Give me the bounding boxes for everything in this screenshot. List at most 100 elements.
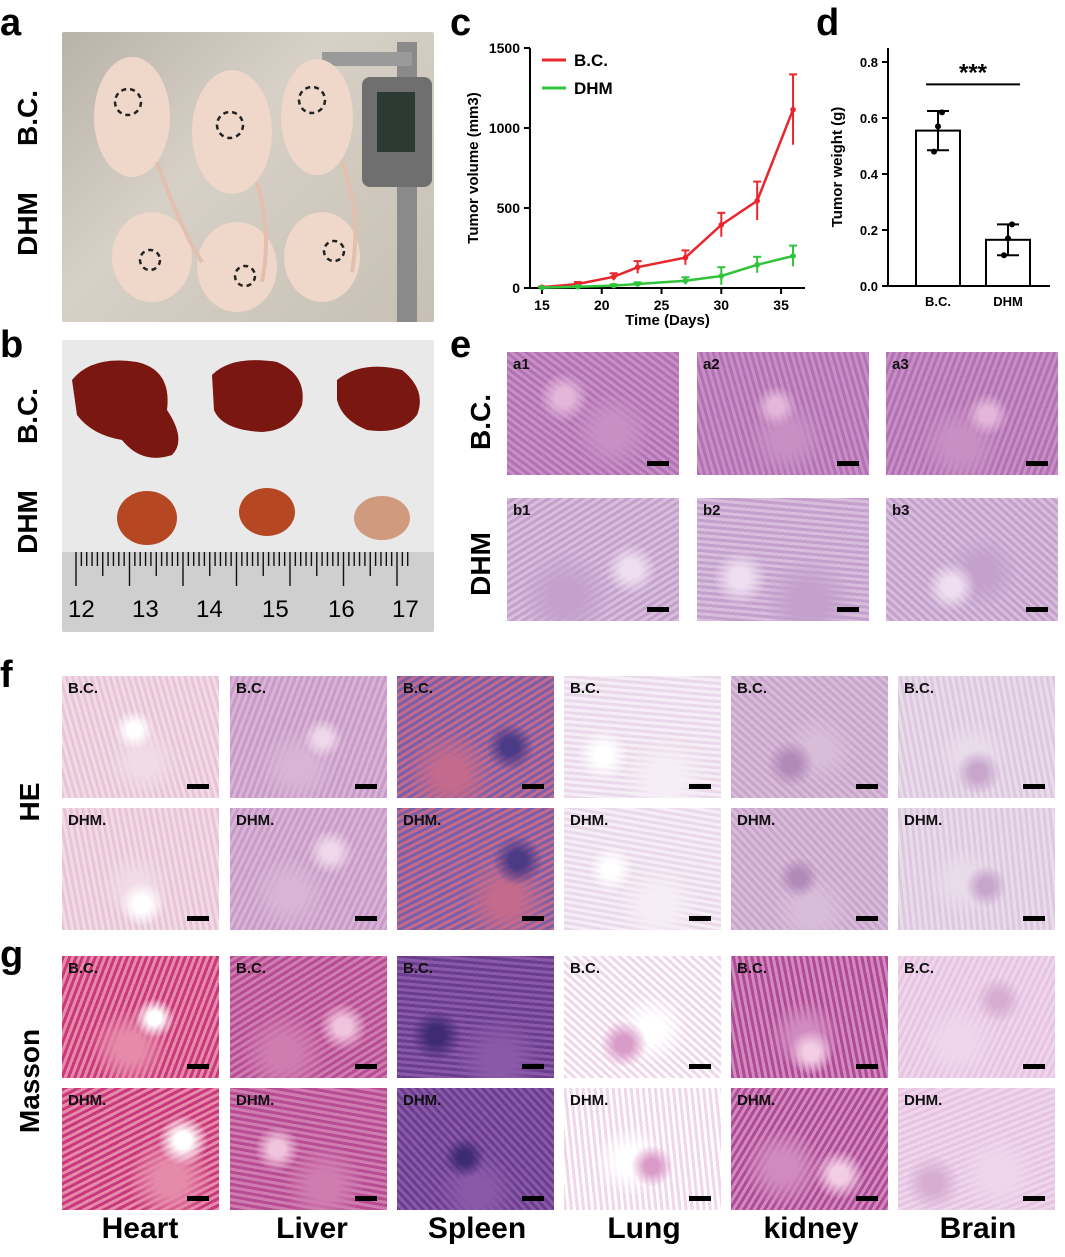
- tile-label: DHM.: [737, 812, 776, 829]
- legend-label: DHM: [574, 79, 613, 98]
- tile-label: B.C.: [236, 680, 266, 697]
- masson-organ-dhm-tile: DHM.: [898, 1088, 1055, 1210]
- masson-organ-dhm-tile: DHM.: [62, 1088, 219, 1210]
- panel-f-letter: f: [0, 654, 13, 696]
- scale-bar: [837, 607, 859, 612]
- data-point: [634, 264, 641, 270]
- masson-organ-bc-tile: B.C.: [564, 956, 721, 1078]
- tile-label: a1: [513, 356, 530, 373]
- ruler: 12 13 14 15 16 17: [62, 552, 434, 632]
- scale-bar: [1023, 784, 1045, 789]
- tile-label: B.C.: [904, 960, 934, 977]
- tile-label: b1: [513, 502, 531, 519]
- organ-label-brain: Brain: [939, 1212, 1017, 1245]
- bar: [915, 129, 961, 287]
- scale-bar: [647, 461, 669, 466]
- tile-label: DHM.: [236, 812, 275, 829]
- scale-bar: [187, 1196, 209, 1201]
- x-axis-label: Time (Days): [625, 312, 710, 329]
- y-tick-label: 0: [512, 280, 520, 296]
- y-tick-label: 0.2: [860, 223, 878, 238]
- tile-label: B.C.: [403, 680, 433, 697]
- y-tick-label: 0.0: [860, 279, 878, 294]
- tile-label: DHM.: [570, 1092, 609, 1109]
- tile-label: a2: [703, 356, 720, 373]
- data-point: [790, 106, 796, 113]
- he-organ-bc-tile: B.C.: [731, 676, 888, 798]
- data-point: [682, 254, 689, 261]
- series-line: [541, 109, 795, 289]
- panel-e-row-bc: B.C.: [465, 394, 496, 450]
- he-tumor-dhm-tile: b1: [507, 498, 679, 621]
- data-point: [1009, 221, 1015, 228]
- masson-organ-bc-tile: B.C.: [62, 956, 219, 1078]
- tile-label: DHM.: [904, 812, 943, 829]
- organ-label-liver: Liver: [276, 1212, 348, 1245]
- masson-organ-dhm-tile: DHM.: [731, 1088, 888, 1210]
- panel-b-letter: b: [0, 324, 24, 366]
- he-organ-dhm-tile: DHM.: [230, 808, 387, 930]
- y-axis-label: Tumor volume (mm3): [465, 92, 482, 243]
- tile-label: DHM.: [737, 1092, 776, 1109]
- tumor-photo: 12 13 14 15 16 17: [62, 340, 434, 632]
- panel-a-row-dhm: DHM: [12, 192, 43, 256]
- panel-b-row-bc: B.C.: [12, 388, 43, 444]
- data-point: [718, 222, 725, 228]
- data-point: [754, 198, 760, 204]
- tumor-illustration: [62, 360, 434, 632]
- scale-bar: [1023, 1064, 1045, 1069]
- ruler-label-16: 16: [328, 596, 355, 623]
- y-tick-label: 0.8: [860, 55, 878, 70]
- tile-label: B.C.: [737, 960, 767, 977]
- scale-bar: [856, 1064, 878, 1069]
- scale-bar: [522, 1064, 544, 1069]
- mice-illustration: [94, 42, 432, 322]
- x-tick-label: 35: [773, 297, 789, 313]
- x-tick-label: B.C.: [925, 294, 951, 309]
- organ-label-heart: Heart: [101, 1212, 179, 1245]
- panel-c-letter: c: [450, 2, 472, 44]
- scale-bar: [1026, 607, 1048, 612]
- y-axis-label: Tumor weight (g): [829, 107, 846, 228]
- scale-bar: [522, 784, 544, 789]
- data-point: [682, 278, 689, 284]
- organ-label-spleen: Spleen: [427, 1212, 527, 1245]
- data-point: [575, 283, 581, 290]
- scale-bar: [355, 1064, 377, 1069]
- scale-bar: [355, 916, 377, 921]
- tile-label: DHM.: [236, 1092, 275, 1109]
- he-tumor-bc-tile: a1: [507, 352, 679, 475]
- scale-bar: [522, 1196, 544, 1201]
- y-tick-label: 0.4: [860, 167, 879, 182]
- scale-bar: [1023, 916, 1045, 921]
- panel-e-letter: e: [450, 324, 472, 366]
- panel-a-row-bc: B.C.: [12, 90, 43, 146]
- tile-label: B.C.: [68, 960, 98, 977]
- he-tumor-bc-tile: a2: [697, 352, 869, 475]
- tile-label: DHM.: [403, 1092, 442, 1109]
- y-tick-label: 0.6: [860, 111, 878, 126]
- he-organ-dhm-tile: DHM.: [731, 808, 888, 930]
- x-tick-label: 30: [714, 297, 730, 313]
- scale-bar: [1023, 1196, 1045, 1201]
- ruler-ticks: [75, 552, 409, 586]
- tile-label: B.C.: [904, 680, 934, 697]
- organ-label-kidney: kidney: [763, 1212, 859, 1245]
- data-point: [1001, 252, 1007, 259]
- masson-organ-bc-tile: B.C.: [898, 956, 1055, 1078]
- scale-bar: [355, 1196, 377, 1201]
- data-point: [718, 273, 725, 279]
- panel-g-letter: g: [0, 934, 24, 976]
- masson-organ-dhm-tile: DHM.: [230, 1088, 387, 1210]
- significance-label: ***: [959, 59, 988, 86]
- tile-label: b2: [703, 502, 721, 519]
- data-point: [939, 109, 945, 116]
- tile-label: a3: [892, 356, 909, 373]
- tile-label: B.C.: [68, 680, 98, 697]
- scale-bar: [1026, 461, 1048, 466]
- panel-g-row-label: Masson: [14, 1028, 45, 1134]
- he-organ-dhm-tile: DHM.: [62, 808, 219, 930]
- ruler-label-14: 14: [196, 596, 223, 623]
- scale-bar: [689, 1064, 711, 1069]
- scale-bar: [187, 784, 209, 789]
